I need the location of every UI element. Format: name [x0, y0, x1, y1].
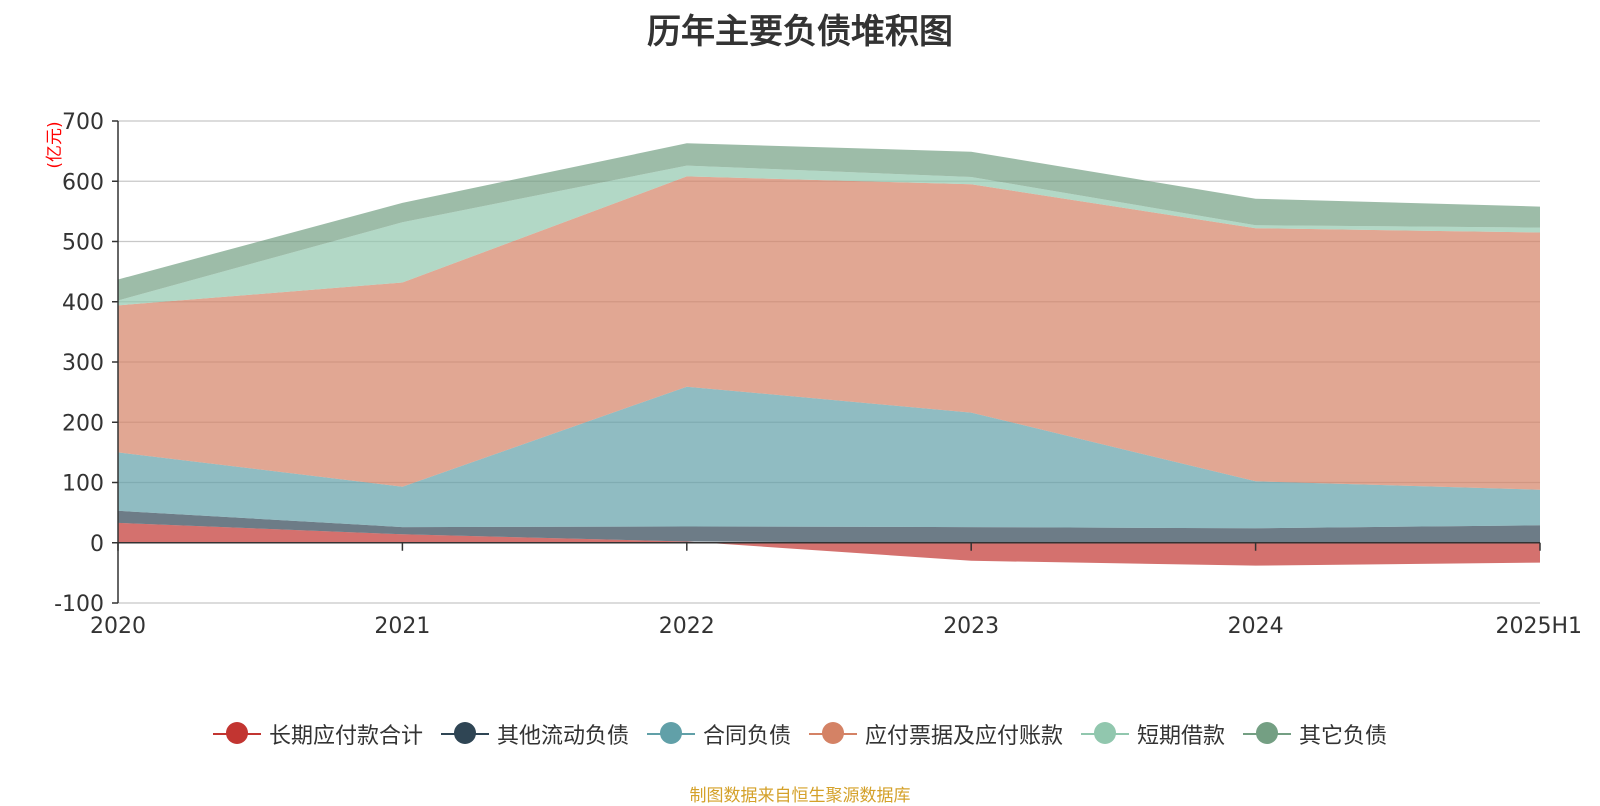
legend-marker-icon: [809, 721, 857, 747]
legend-item[interactable]: 其他流动负债: [440, 718, 629, 750]
y-tick-label: 300: [62, 351, 104, 376]
series-area: [118, 386, 1540, 529]
y-tick-label: 700: [62, 110, 104, 135]
y-tick-label: 0: [90, 532, 104, 557]
y-tick-label: 600: [62, 170, 104, 195]
x-tick-label: 2025H1: [1495, 614, 1582, 639]
legend-label: 短期借款: [1137, 724, 1226, 749]
legend-marker-icon: [646, 721, 695, 747]
legend-label: 应付票据及应付账款: [865, 724, 1064, 749]
x-tick-label: 2024: [1228, 614, 1284, 639]
x-tick-label: 2023: [943, 614, 999, 639]
axes: -100 0 100 200 300 400 500 600 700 2020 2021 2022 20…: [54, 110, 1582, 639]
legend-item[interactable]: 短期借款: [1081, 718, 1225, 750]
series-area: [118, 143, 1540, 301]
y-tick-label: 500: [62, 231, 104, 256]
y-axis-unit-label: (亿元): [45, 121, 65, 168]
legend-label: 长期应付款合计: [268, 724, 423, 749]
y-tick-label: 400: [62, 291, 104, 316]
legend-item[interactable]: 长期应付款合计: [212, 718, 423, 750]
legend-label: 其它负债: [1299, 724, 1388, 749]
x-tick-label: 2020: [90, 614, 146, 639]
chart-title: 历年主要负债堆积图: [647, 12, 953, 52]
legend-marker-icon: [1081, 721, 1130, 747]
series-area: [118, 522, 1540, 566]
legend-label: 合同负债: [702, 724, 791, 749]
x-tick-label: 2022: [659, 614, 715, 639]
legend-marker-icon: [440, 721, 489, 747]
y-tick-label: -100: [54, 592, 104, 617]
x-tick-label: 2021: [374, 614, 430, 639]
legend-item[interactable]: 应付票据及应付账款: [809, 718, 1063, 750]
legend-marker-icon: [212, 721, 261, 747]
y-tick-label: 200: [62, 411, 104, 436]
legend-item[interactable]: 其它负债: [1243, 718, 1387, 750]
legend: 长期应付款合计 其他流动负债 合同负债 应付票据及应付账款 短期借款 其它负债: [0, 718, 1600, 750]
series-area: [118, 165, 1540, 306]
series-area: [118, 176, 1540, 490]
source-note: 制图数据来自恒生聚源数据库: [689, 786, 911, 806]
legend-marker-icon: [1243, 721, 1292, 747]
legend-label: 其他流动负债: [496, 724, 629, 749]
legend-item[interactable]: 合同负债: [646, 718, 791, 750]
series-areas: [118, 143, 1540, 566]
y-tick-label: 100: [62, 472, 104, 497]
